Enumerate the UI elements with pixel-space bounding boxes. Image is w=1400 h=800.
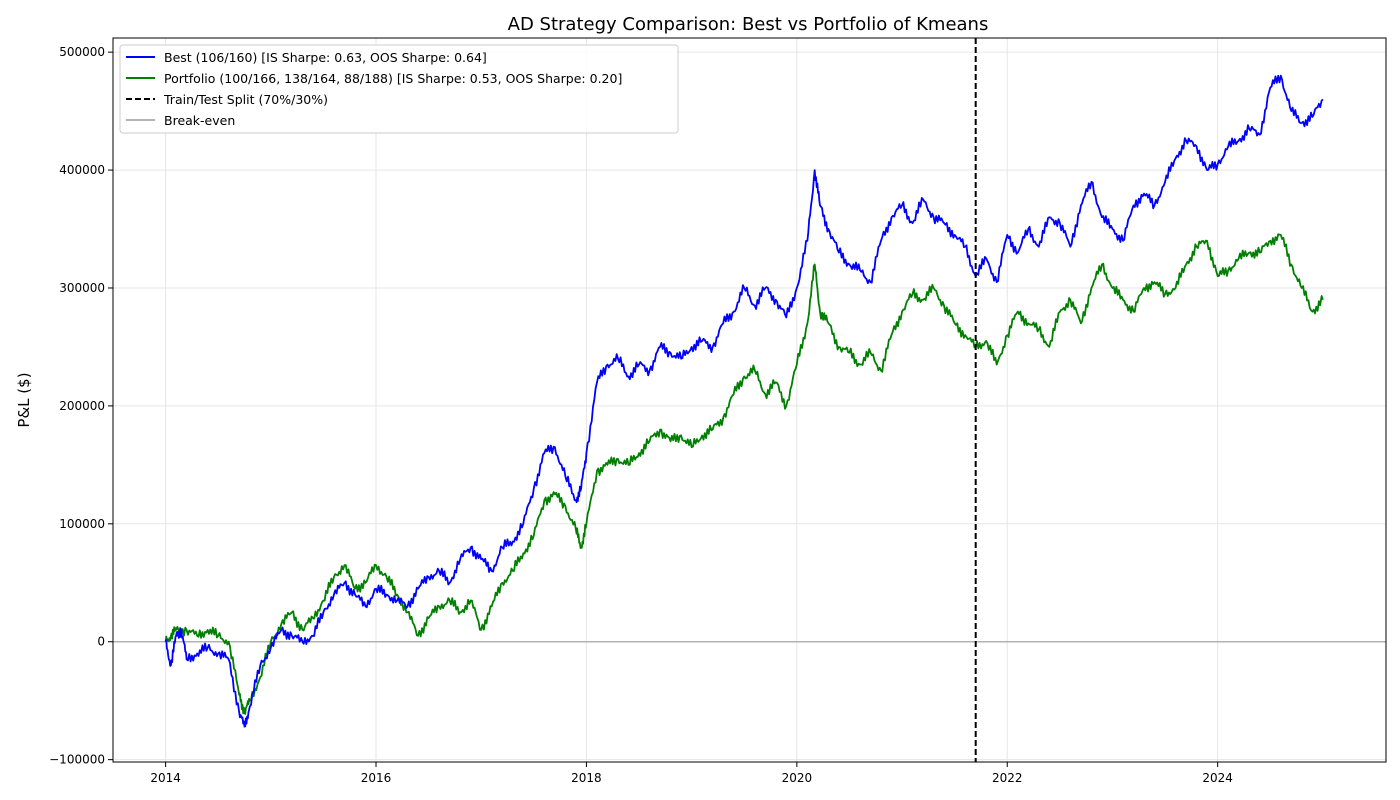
x-tick-label: 2018 xyxy=(571,771,602,785)
x-tick-label: 2024 xyxy=(1202,771,1233,785)
x-tick-label: 2020 xyxy=(782,771,813,785)
y-axis-title: P&L ($) xyxy=(15,372,33,427)
legend-label-split: Train/Test Split (70%/30%) xyxy=(163,92,328,107)
x-tick-label: 2014 xyxy=(150,771,181,785)
x-axis-ticks: 2014 2016 2018 2020 2022 2024 xyxy=(150,762,1233,785)
y-axis-ticks: −100000 0 100000 200000 300000 400000 500000 xyxy=(49,45,113,767)
x-tick-label: 2016 xyxy=(361,771,392,785)
plot-frame xyxy=(112,37,1387,763)
legend-label-best: Best (106/160) [IS Sharpe: 0.63, OOS Sha… xyxy=(164,50,487,65)
y-tick-label: 200000 xyxy=(59,399,105,413)
legend-label-portfolio: Portfolio (100/166, 138/164, 88/188) [IS… xyxy=(164,71,622,86)
y-tick-label: 100000 xyxy=(59,517,105,531)
y-tick-label: −100000 xyxy=(49,753,105,767)
y-tick-label: 500000 xyxy=(59,45,105,59)
portfolio-series-line xyxy=(164,233,1324,715)
chart-title: AD Strategy Comparison: Best vs Portfoli… xyxy=(508,14,989,35)
y-tick-label: 300000 xyxy=(59,281,105,295)
legend: Best (106/160) [IS Sharpe: 0.63, OOS Sha… xyxy=(119,44,679,134)
y-tick-label: 0 xyxy=(97,635,105,649)
best-series-line xyxy=(164,74,1324,728)
grid-lines xyxy=(113,38,1386,762)
legend-label-breakeven: Break-even xyxy=(164,113,235,128)
y-tick-label: 400000 xyxy=(59,163,105,177)
series-lines xyxy=(164,38,1324,762)
legend-box xyxy=(119,44,679,134)
x-tick-label: 2022 xyxy=(992,771,1023,785)
